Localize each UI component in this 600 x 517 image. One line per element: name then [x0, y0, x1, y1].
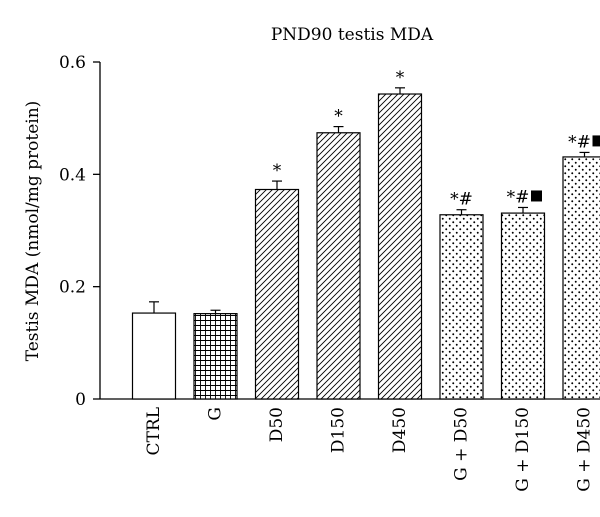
error-bars: [149, 87, 590, 314]
significance-label: *: [396, 68, 405, 88]
y-tick-label: 0.4: [59, 165, 86, 185]
significance-label: *#: [450, 190, 473, 210]
x-tick-label: G + D450: [575, 407, 595, 492]
y-tick-label: 0.6: [59, 53, 86, 73]
y-tick-label: 0: [75, 390, 86, 410]
significance-square-icon: [531, 190, 542, 202]
y-tick-label: 0.2: [59, 278, 86, 298]
significance-label: *#: [507, 187, 530, 207]
significance-label: *: [273, 161, 282, 181]
bar-d150: [316, 132, 361, 400]
y-axis-label: Testis MDA (nmol/mg protein): [23, 101, 43, 362]
x-tick-label: G: [206, 407, 226, 421]
significance-label: *#: [568, 132, 591, 152]
significance-marks: * * * *# *# *#: [273, 68, 600, 210]
bar-ctrl: [131, 312, 177, 400]
x-tick-label: D50: [267, 407, 287, 442]
y-ticks: 0 0.2 0.4 0.6: [59, 53, 100, 410]
significance-label: *: [334, 107, 343, 127]
bar-g-d450: [562, 156, 600, 400]
significance-square-icon: [592, 135, 600, 147]
bar-d50: [254, 188, 300, 400]
bar-g-d150: [500, 212, 546, 400]
chart-title: PND90 testis MDA: [271, 25, 434, 45]
bar-g-d50: [439, 214, 484, 400]
bar-g: [193, 313, 238, 400]
x-tick-label: G + D150: [513, 407, 533, 492]
bars: [131, 93, 600, 400]
x-tick-label: D450: [390, 407, 410, 453]
x-tick-label: D150: [329, 407, 349, 453]
x-tick-label: CTRL: [144, 407, 164, 455]
x-tick-label: G + D50: [452, 407, 472, 481]
bar-d450: [377, 93, 423, 400]
x-tick-labels: CTRL G D50 D150 D450 G + D50 G + D150 G + D450: [144, 407, 595, 492]
